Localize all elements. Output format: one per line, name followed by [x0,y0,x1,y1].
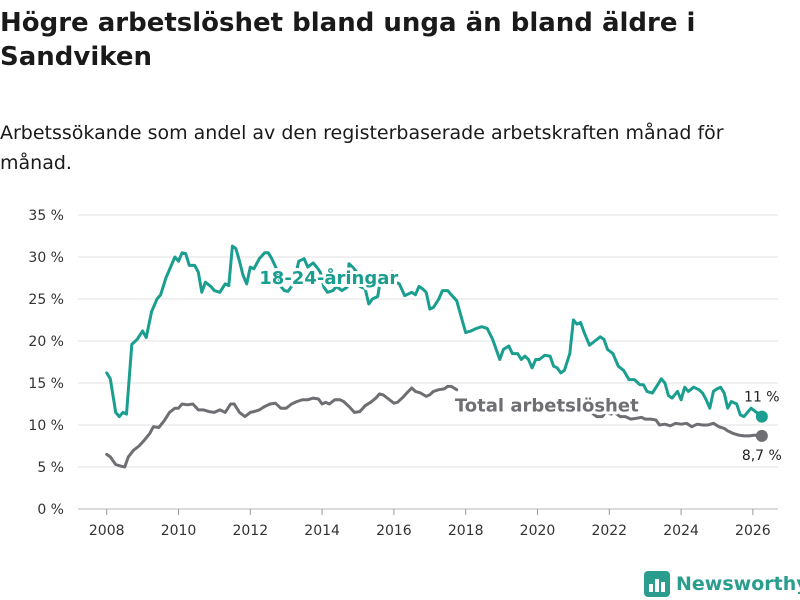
x-tick-label: 2010 [161,523,197,539]
y-tick-label: 0 % [37,502,64,518]
y-tick-label: 10 % [28,418,64,434]
x-tick-label: 2024 [663,523,699,539]
y-tick-label: 35 % [28,208,64,224]
x-tick-label: 2008 [89,523,125,539]
y-tick-label: 25 % [28,292,64,308]
end-label-youth: 11 % [744,390,780,406]
x-tick-label: 2014 [304,523,340,539]
newsworthy-logo-icon [644,571,670,597]
series-line-total [105,384,459,469]
series-label-total-halo: Total arbetslöshet [455,396,639,417]
series-label-youth: 18-24-åringar [259,267,398,289]
y-tick-label: 5 % [37,460,64,476]
series-end-point [755,410,768,423]
x-tick-label: 2012 [232,523,268,539]
brand-name: Newsworthy [676,573,800,595]
x-tick-label: 2016 [376,523,412,539]
x-tick-label: 2018 [448,523,484,539]
y-tick-label: 30 % [28,250,64,266]
brand-logo: Newsworthy [644,570,800,598]
series-label-youth-halo: 18-24-åringar [259,267,398,289]
series-label-total: Total arbetslöshet [455,396,639,417]
x-tick-label: 2022 [591,523,627,539]
end-label-total: 8,7 % [742,448,782,464]
chart-subtitle: Arbetssökande som andel av den registerb… [0,122,724,174]
chart-title: Högre arbetslöshet bland unga än bland ä… [0,8,696,72]
series-line-youth [105,244,764,419]
series-end-point [755,429,768,442]
y-tick-label: 15 % [28,376,64,392]
x-tick-label: 2026 [735,523,771,539]
series-line-total [584,406,764,438]
y-tick-label: 20 % [28,334,64,350]
x-tick-label: 2020 [520,523,556,539]
